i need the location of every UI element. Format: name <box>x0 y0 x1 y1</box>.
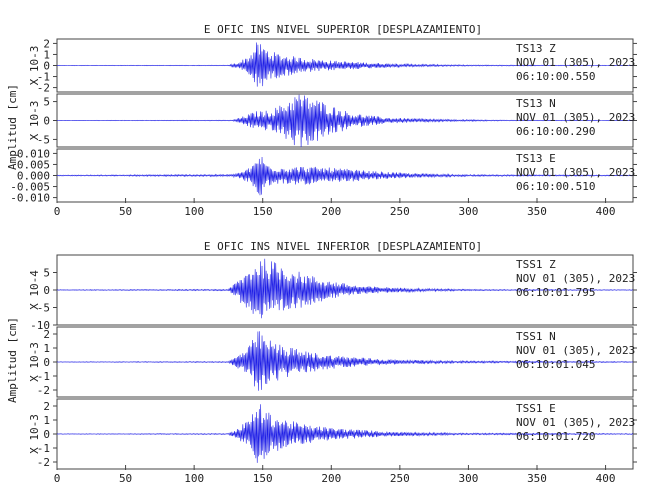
y-tick-label: -2 <box>37 384 50 397</box>
x-tick-label: 50 <box>119 472 132 485</box>
x-tick-label: 200 <box>321 472 341 485</box>
x-tick-label: 400 <box>596 205 616 218</box>
x-tick-label: 0 <box>54 205 61 218</box>
waveform-line <box>56 42 634 87</box>
y-scale-label: X 10-4 <box>28 270 41 310</box>
y-tick-label: 1 <box>43 48 50 61</box>
trace-time-label: 06:10:01.720 <box>516 430 595 443</box>
y-tick-label: 0.005 <box>17 158 50 171</box>
trace-station-label: TS13 E <box>516 152 556 165</box>
panel-superior: E OFIC INS NIVEL SUPERIOR [DESPLAZAMIENT… <box>6 23 637 218</box>
waveform-line <box>56 331 634 391</box>
y-tick-label: -5 <box>37 133 50 146</box>
trace-station-label: TS13 N <box>516 97 556 110</box>
y-tick-label: 0 <box>43 60 50 73</box>
trace-time-label: 06:10:00.290 <box>516 125 595 138</box>
trace-date-label: NOV 01 (305), 2023 <box>516 166 635 179</box>
x-tick-label: 400 <box>596 472 616 485</box>
y-tick-label: 1 <box>43 414 50 427</box>
x-tick-label: 250 <box>390 472 410 485</box>
y-tick-label: -2 <box>37 456 50 469</box>
y-tick-label: 0 <box>43 428 50 441</box>
y-axis-label: Amplitud [cm] <box>6 84 19 170</box>
y-tick-label: 0 <box>43 115 50 128</box>
trace-time-label: 06:10:00.510 <box>516 180 595 193</box>
trace-station-label: TSS1 N <box>516 330 556 343</box>
x-tick-label: 150 <box>253 205 273 218</box>
x-axis: 0 50 100 150 200 250 300 350 400 <box>54 198 616 218</box>
trace-station-label: TSS1 Z <box>516 258 556 271</box>
trace-time-label: 06:10:01.795 <box>516 286 595 299</box>
waveform-line <box>56 258 634 319</box>
y-tick-label: -10 <box>30 319 50 332</box>
y-tick-label: 5 <box>43 96 50 109</box>
trace-date-label: NOV 01 (305), 2023 <box>516 56 635 69</box>
y-tick-label: -1 <box>37 71 50 84</box>
x-tick-label: 250 <box>390 205 410 218</box>
trace-station-label: TS13 Z <box>516 42 556 55</box>
waveform-line <box>56 157 634 196</box>
x-tick-label: 150 <box>253 472 273 485</box>
x-tick-label: 350 <box>527 472 547 485</box>
y-tick-label: 0.010 <box>17 147 50 160</box>
y-scale-label: X 10-3 <box>28 414 41 454</box>
y-tick-label: -1 <box>37 370 50 383</box>
x-tick-label: 100 <box>184 205 204 218</box>
y-tick-label: 2 <box>43 37 50 50</box>
y-tick-label: 0 <box>43 284 50 297</box>
trace-date-label: NOV 01 (305), 2023 <box>516 416 635 429</box>
y-tick-label: -0.005 <box>10 181 50 194</box>
x-tick-label: 200 <box>321 205 341 218</box>
trace-date-label: NOV 01 (305), 2023 <box>516 111 635 124</box>
y-scale-label: X 10-3 <box>28 101 41 141</box>
trace-station-label: TSS1 E <box>516 402 556 415</box>
y-tick-label: -0.010 <box>10 192 50 205</box>
x-tick-label: 300 <box>458 205 478 218</box>
x-tick-label: 300 <box>458 472 478 485</box>
trace-date-label: NOV 01 (305), 2023 <box>516 272 635 285</box>
panel-title: E OFIC INS NIVEL INFERIOR [DESPLAZAMIENT… <box>204 240 482 253</box>
y-tick-label: 0 <box>43 356 50 369</box>
y-tick-label: -2 <box>37 82 50 95</box>
y-tick-label: -5 <box>37 302 50 315</box>
panel-inferior: E OFIC INS NIVEL INFERIOR [DESPLAZAMIENT… <box>6 240 637 485</box>
y-axis-label: Amplitud [cm] <box>6 317 19 403</box>
y-tick-label: 2 <box>43 328 50 341</box>
panel-title: E OFIC INS NIVEL SUPERIOR [DESPLAZAMIENT… <box>204 23 482 36</box>
y-tick-label: -1 <box>37 442 50 455</box>
x-tick-label: 100 <box>184 472 204 485</box>
x-tick-label: 50 <box>119 205 132 218</box>
y-tick-label: 0.000 <box>17 170 50 183</box>
trace-date-label: NOV 01 (305), 2023 <box>516 344 635 357</box>
y-tick-label: 5 <box>43 267 50 280</box>
waveform-line <box>56 404 634 463</box>
y-scale-label: X 10-3 <box>28 342 41 382</box>
x-axis: 0 50 100 150 200 250 300 350 400 <box>54 465 616 485</box>
x-tick-label: 0 <box>54 472 61 485</box>
y-tick-label: 1 <box>43 342 50 355</box>
trace-time-label: 06:10:00.550 <box>516 70 595 83</box>
y-scale-label: X 10-3 <box>28 46 41 86</box>
x-tick-label: 350 <box>527 205 547 218</box>
y-tick-label: 2 <box>43 400 50 413</box>
waveform-line <box>56 94 634 148</box>
trace-time-label: 06:10:01.045 <box>516 358 595 371</box>
